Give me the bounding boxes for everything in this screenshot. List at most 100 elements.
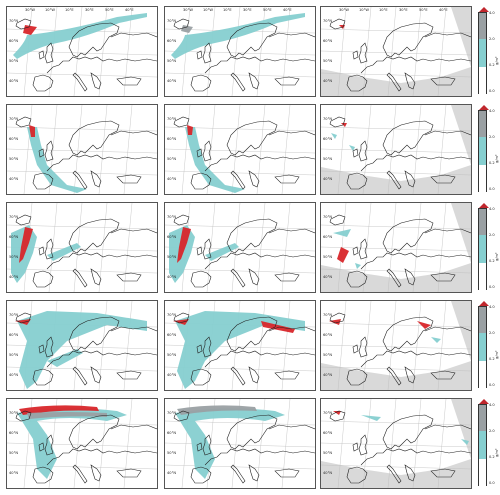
coastline: [90, 366, 102, 384]
colorbar-unit-label: g/m²: [495, 448, 499, 457]
colorbar-segment: [479, 333, 486, 361]
latitude-label: 70°N: [323, 117, 333, 121]
coastline: [404, 72, 416, 90]
coastline: [424, 228, 471, 234]
coastline: [226, 414, 278, 450]
colorbar-tick-label: 0.0: [489, 285, 495, 289]
coastline: [44, 140, 54, 162]
coastline: [68, 22, 120, 58]
coastline: [32, 368, 54, 386]
latitude-label: 50°N: [167, 353, 177, 357]
colorbar-unit-label: g/m²: [495, 154, 499, 163]
coastline: [72, 464, 88, 484]
coastline: [226, 316, 278, 352]
coastline: [204, 154, 315, 172]
coastline: [358, 336, 368, 358]
graticule-line: [281, 301, 291, 390]
graticule-line: [123, 7, 133, 96]
coastline: [248, 268, 260, 286]
latitude-label: 40°N: [9, 275, 19, 279]
coastline: [268, 32, 315, 38]
map-canvas: [7, 301, 157, 390]
coastline: [72, 170, 88, 190]
coastline: [430, 272, 456, 282]
graticule-line: [387, 399, 397, 488]
coastline: [202, 336, 212, 358]
coastline: [116, 174, 142, 184]
map-panel-r4-model-a: 70°N 60°N 50°N 40°N: [6, 300, 158, 391]
map-panel-r1-difference: 30°W 10°W 10°E 30°E 50°E 40°E 70°N 60°N 50°N 40°N: [320, 6, 472, 97]
longitude-label: 10°W: [203, 8, 213, 12]
map-canvas: [321, 203, 471, 292]
coastline: [116, 370, 142, 380]
coastline: [358, 238, 368, 260]
coastline: [358, 434, 368, 456]
coastline: [46, 154, 157, 172]
latitude-label: 60°N: [9, 235, 19, 239]
colorbar-overflow-triangle: [478, 203, 489, 208]
graticule-line: [437, 203, 447, 292]
coastline: [274, 468, 300, 478]
coastline: [329, 312, 346, 324]
colorbar: 4.0 2.0 0.2 0.0 g/m²: [478, 105, 499, 193]
graticule-line: [123, 399, 133, 488]
coastline: [382, 316, 434, 352]
ash-plume: [431, 337, 441, 343]
graticule-line: [321, 170, 471, 176]
coastline: [90, 72, 102, 90]
coastline: [268, 326, 315, 332]
graticule-line: [412, 203, 422, 292]
coastline: [226, 120, 278, 156]
graticule-line: [321, 366, 471, 372]
graticule-line: [281, 203, 291, 292]
graticule-line: [387, 105, 397, 194]
graticule-line: [437, 105, 447, 194]
map-panel-r5-model-a: 70°N 60°N 50°N 40°N: [6, 398, 158, 489]
longitude-label: 10°W: [45, 8, 55, 12]
ash-plume: [47, 349, 83, 367]
coastline: [38, 246, 45, 256]
coastline: [248, 464, 260, 482]
coastline: [346, 74, 368, 92]
coastline: [32, 172, 54, 190]
map-canvas: [7, 105, 157, 194]
colorbar-tick-label: 0.2: [489, 63, 495, 67]
colorbar: 4.0 2.0 0.2 0.0 g/m²: [478, 203, 499, 291]
masked-region: [321, 361, 471, 390]
coastline: [360, 252, 471, 270]
coastline: [196, 442, 203, 452]
colorbar-tick-label: 2.0: [489, 331, 495, 335]
coastline: [68, 120, 120, 156]
coastline: [404, 170, 416, 188]
graticule-line: [321, 420, 471, 426]
masked-region: [321, 459, 471, 488]
latitude-label: 60°N: [167, 137, 177, 141]
colorbar-segment: [479, 405, 486, 431]
ash-plume: [171, 13, 305, 59]
coastline: [424, 326, 471, 332]
coastline: [382, 22, 434, 58]
coastline: [68, 414, 120, 450]
latitude-label: 60°N: [9, 39, 19, 43]
coastline: [230, 72, 246, 92]
graticule-line: [206, 203, 216, 292]
graticule-line: [7, 224, 157, 230]
coastline: [230, 268, 246, 288]
graticule-line: [321, 268, 471, 274]
coastline: [329, 214, 346, 226]
coastline: [44, 42, 54, 64]
coastline: [196, 50, 203, 60]
coastline: [358, 42, 368, 64]
ash-plume: [333, 411, 341, 415]
coastline: [110, 424, 157, 430]
coastline: [424, 32, 471, 38]
coastline: [190, 74, 212, 92]
longitude-label: 50°E: [105, 8, 114, 12]
coastline: [230, 170, 246, 190]
coastline: [32, 466, 54, 484]
graticule-line: [123, 105, 133, 194]
latitude-label: 40°N: [167, 79, 177, 83]
map-canvas: [7, 203, 157, 292]
latitude-label: 40°N: [167, 373, 177, 377]
colorbar-overflow-triangle: [478, 399, 489, 404]
